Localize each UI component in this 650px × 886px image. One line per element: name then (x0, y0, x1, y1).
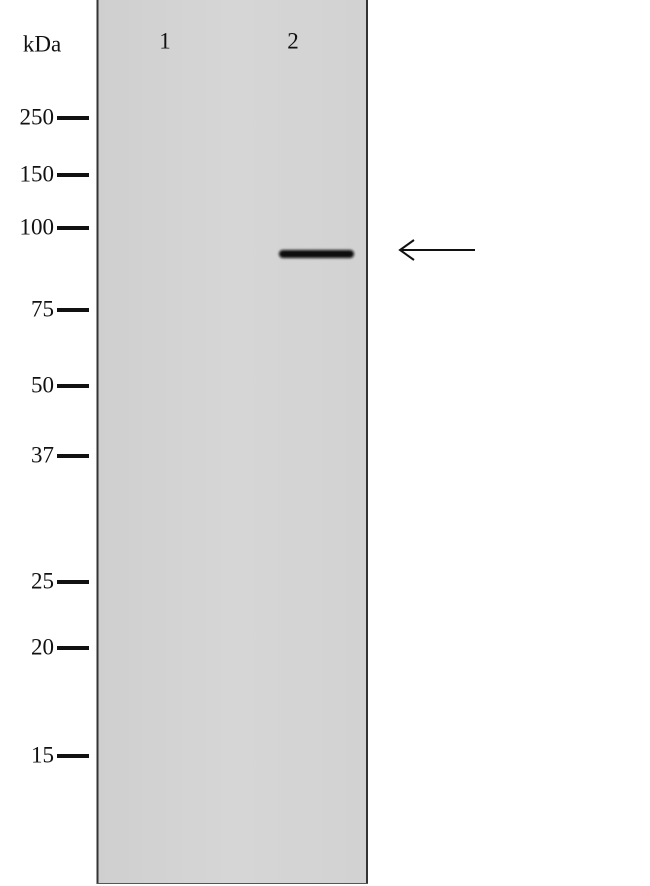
lane-label: 1 (159, 28, 171, 53)
membrane (97, 0, 368, 884)
lane-label: 2 (287, 28, 299, 53)
marker-label: 20 (31, 634, 54, 659)
marker-label: 15 (31, 742, 54, 767)
marker-label: 150 (20, 161, 55, 186)
marker-label: 100 (20, 214, 55, 239)
protein-band (279, 250, 354, 258)
marker-label: 25 (31, 568, 54, 593)
marker-label: 50 (31, 372, 54, 397)
marker-label: 250 (20, 104, 55, 129)
arrow (398, 239, 475, 261)
marker-label: 75 (31, 296, 54, 321)
unit-label: kDa (23, 31, 61, 56)
marker-ladder: 250 150 100 75 50 37 25 20 15 (20, 104, 89, 767)
marker-label: 37 (31, 442, 54, 467)
